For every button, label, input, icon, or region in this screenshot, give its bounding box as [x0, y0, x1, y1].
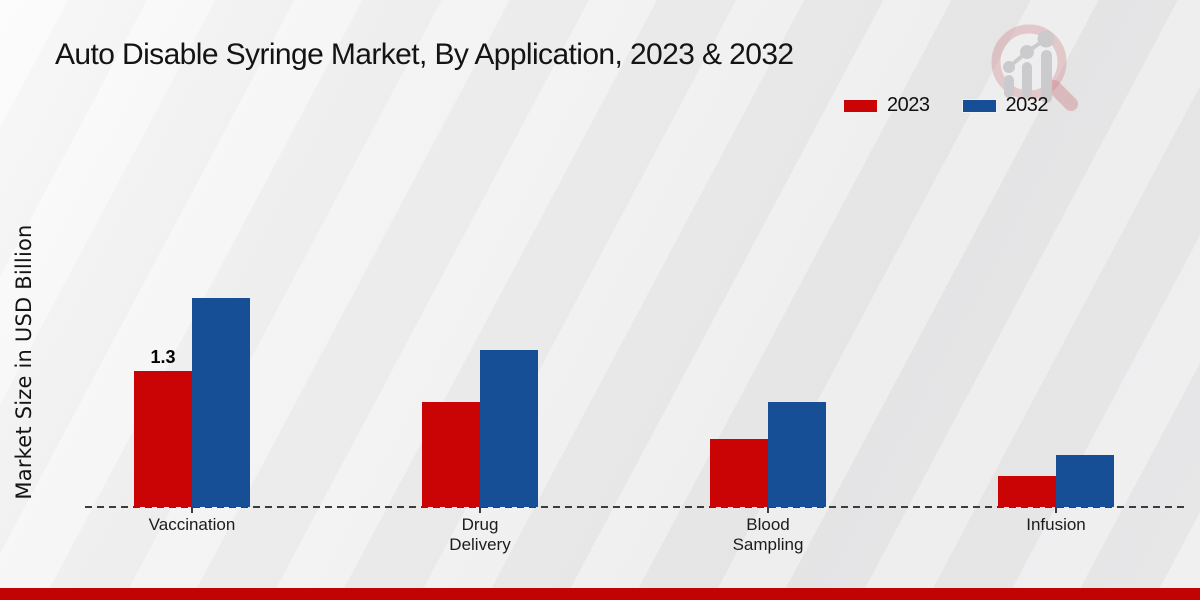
magnifier-handle-icon — [1047, 80, 1078, 111]
bar-2032-blood-sampling — [768, 402, 826, 507]
bar-2032-drug-delivery — [480, 350, 538, 507]
legend-swatch-icon — [961, 98, 997, 113]
legend-swatch-icon — [843, 98, 878, 113]
bar-2023-drug-delivery — [422, 402, 480, 507]
trend-dot-icon — [1003, 61, 1015, 73]
category-label-drug-delivery: Drug Delivery — [449, 515, 511, 555]
category-label-blood-sampling: Blood Sampling — [732, 515, 804, 555]
category-label-infusion: Infusion — [1026, 515, 1086, 534]
bar-2032-infusion — [1056, 455, 1114, 507]
brand-watermark-logo — [991, 24, 1078, 111]
category-label-vaccination: Vaccination — [148, 515, 236, 534]
bar-2023-blood-sampling — [710, 439, 768, 507]
legend-label: 2032 — [1005, 94, 1049, 116]
bar-value-label: 1.3 — [150, 347, 176, 367]
chart-bar-medium-icon — [1022, 62, 1032, 98]
legend-item-2023: 2023 — [843, 94, 930, 117]
legend-label: 2023 — [887, 94, 930, 116]
footer-accent-bar — [0, 588, 1200, 600]
trend-dot-icon — [1037, 30, 1055, 48]
chart-bar-tall-icon — [1041, 50, 1052, 103]
x-axis-line — [85, 506, 1188, 508]
bar-2023-vaccination — [134, 371, 192, 507]
legend: 2023 2032 — [843, 94, 1048, 117]
trend-dot-icon — [1020, 45, 1034, 59]
x-axis-tick — [479, 507, 481, 513]
bar-2032-vaccination — [192, 298, 250, 507]
x-axis-tick — [1055, 507, 1057, 513]
chart-bar-small-icon — [1004, 75, 1014, 98]
bar-2023-infusion — [998, 476, 1056, 507]
legend-item-2032: 2032 — [961, 94, 1049, 117]
x-axis-tick — [191, 507, 193, 513]
x-axis-tick — [767, 507, 769, 513]
chart-title: Auto Disable Syringe Market, By Applicat… — [55, 38, 794, 71]
